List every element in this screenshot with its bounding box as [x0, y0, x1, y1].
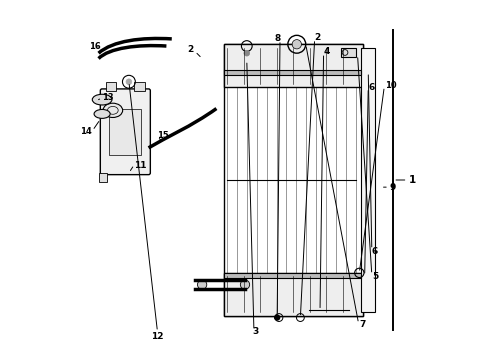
- Ellipse shape: [103, 103, 122, 117]
- Text: 12: 12: [151, 332, 164, 341]
- Text: 16: 16: [89, 41, 100, 50]
- Text: 14: 14: [80, 127, 92, 136]
- Text: 13: 13: [102, 93, 114, 102]
- Bar: [109, 109, 142, 155]
- Bar: [223, 44, 363, 316]
- Circle shape: [275, 315, 280, 320]
- Text: 1: 1: [409, 175, 416, 185]
- Text: 3: 3: [253, 327, 259, 336]
- Bar: [134, 82, 145, 91]
- Bar: [223, 273, 363, 316]
- Circle shape: [244, 50, 249, 56]
- Text: 5: 5: [372, 272, 378, 281]
- Ellipse shape: [92, 94, 112, 105]
- Bar: [223, 44, 363, 87]
- Bar: [342, 48, 356, 57]
- Text: 15: 15: [157, 131, 169, 140]
- Circle shape: [197, 280, 207, 289]
- Text: 10: 10: [385, 81, 397, 90]
- Bar: [361, 48, 375, 312]
- FancyBboxPatch shape: [100, 89, 150, 175]
- Text: 2: 2: [187, 45, 193, 54]
- Text: 9: 9: [390, 183, 396, 192]
- Circle shape: [241, 280, 249, 289]
- Circle shape: [292, 40, 301, 49]
- Ellipse shape: [94, 109, 110, 118]
- Bar: [98, 173, 107, 182]
- Circle shape: [126, 79, 132, 85]
- Text: 4: 4: [323, 47, 330, 56]
- Text: 6: 6: [368, 83, 374, 92]
- Text: 6: 6: [372, 247, 378, 256]
- Text: 8: 8: [274, 35, 281, 44]
- Bar: [223, 273, 361, 278]
- Text: 11: 11: [134, 161, 147, 170]
- Text: 2: 2: [315, 33, 321, 42]
- Text: 7: 7: [359, 320, 366, 329]
- Bar: [223, 69, 361, 75]
- Bar: [106, 82, 117, 91]
